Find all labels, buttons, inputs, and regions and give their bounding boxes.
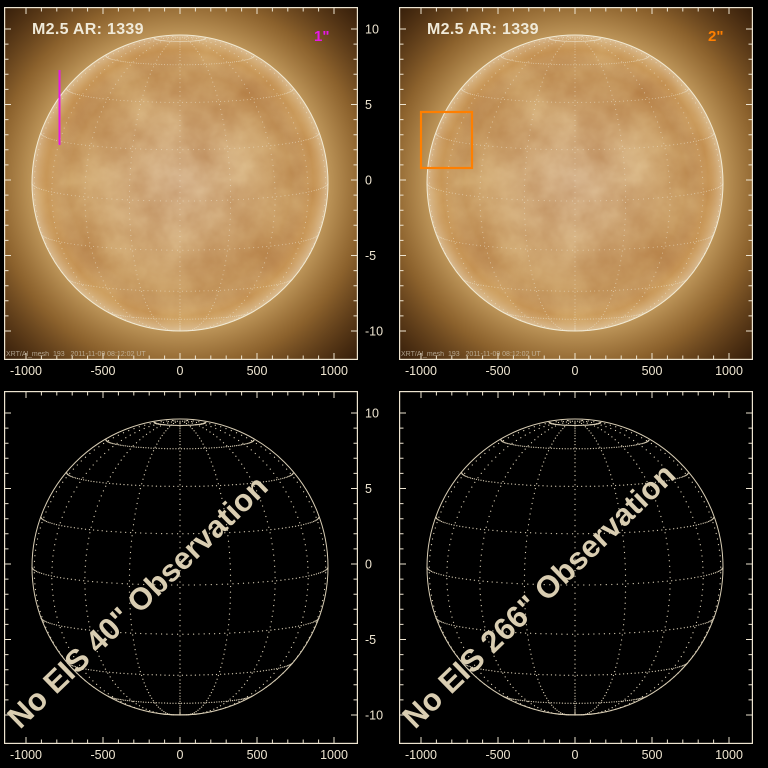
svg-text:5: 5 (365, 98, 372, 112)
svg-text:-10: -10 (365, 708, 383, 722)
svg-text:0: 0 (365, 173, 372, 187)
svg-text:0: 0 (177, 748, 184, 762)
svg-text:-1000: -1000 (405, 364, 437, 378)
svg-text:-1000: -1000 (10, 748, 42, 762)
svg-text:500: 500 (642, 364, 663, 378)
svg-text:500: 500 (247, 748, 268, 762)
svg-text:-1000: -1000 (10, 364, 42, 378)
svg-text:500: 500 (247, 364, 268, 378)
svg-text:10: 10 (365, 22, 379, 36)
svg-text:5: 5 (365, 482, 372, 496)
svg-text:-500: -500 (90, 748, 115, 762)
svg-text:10: 10 (365, 406, 379, 420)
svg-text:1000: 1000 (320, 748, 348, 762)
svg-text:1000: 1000 (715, 364, 743, 378)
svg-text:-500: -500 (90, 364, 115, 378)
svg-text:0: 0 (572, 364, 579, 378)
svg-text:-5: -5 (365, 633, 376, 647)
svg-text:0: 0 (177, 364, 184, 378)
svg-text:0: 0 (365, 557, 372, 571)
svg-text:-500: -500 (485, 364, 510, 378)
svg-text:1000: 1000 (320, 364, 348, 378)
svg-text:-5: -5 (365, 249, 376, 263)
svg-text:-10: -10 (365, 324, 383, 338)
